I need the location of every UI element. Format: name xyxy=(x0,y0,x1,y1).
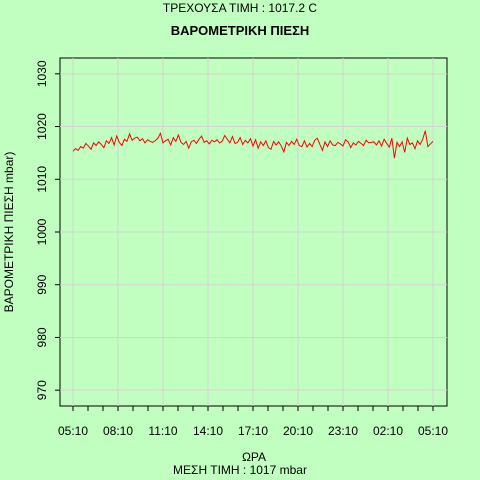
y-tick-label: 980 xyxy=(35,327,49,347)
x-tick-label: 23:10 xyxy=(328,424,358,438)
y-tick-label: 1000 xyxy=(35,218,49,245)
y-axis-title: ΒΑΡΟΜΕΤΡΙΚΗ ΠΙΕΣΗ mbar) xyxy=(2,152,16,313)
x-tick-label: 05:10 xyxy=(58,424,88,438)
x-tick-label: 11:10 xyxy=(148,424,177,438)
y-tick-label: 970 xyxy=(35,380,49,400)
x-tick-label: 02:10 xyxy=(373,424,403,438)
x-axis-title: ΩΡΑ xyxy=(242,450,266,464)
x-tick-label: 14:10 xyxy=(193,424,223,438)
y-tick-label: 1010 xyxy=(35,166,49,193)
x-tick-label: 05:10 xyxy=(418,424,448,438)
pressure-series-line xyxy=(72,130,434,159)
y-tick-label: 990 xyxy=(35,274,49,294)
chart-title: ΒΑΡΟΜΕΤΡΙΚΗ ΠΙΕΣΗ xyxy=(170,23,310,38)
mean-value-label: ΜΕΣΗ ΤΙΜΗ : 1017 mbar xyxy=(173,463,307,477)
current-value-label: ΤΡΕΧΟΥΣΑ ΤΙΜΗ : 1017.2 C xyxy=(162,1,318,15)
x-tick-label: 17:10 xyxy=(238,424,268,438)
y-tick-label: 1030 xyxy=(35,60,49,87)
x-tick-label: 08:10 xyxy=(103,424,133,438)
y-tick-label: 1020 xyxy=(35,113,49,140)
x-tick-label: 20:10 xyxy=(283,424,313,438)
